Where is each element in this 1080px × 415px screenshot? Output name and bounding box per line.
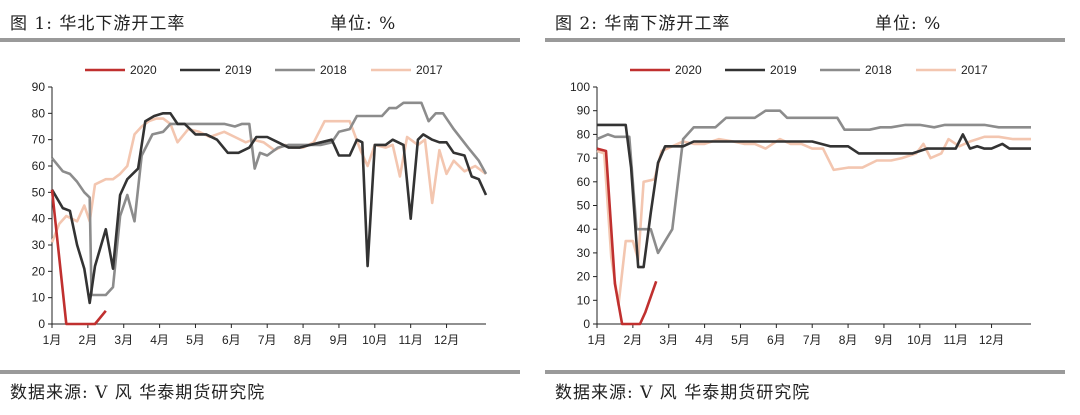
- y-tick-label: 30: [32, 238, 46, 252]
- x-tick-label: 8月: [839, 333, 858, 347]
- series-line-2018: [596, 109, 1031, 255]
- line-chart-north: 0 10 20 30 40 50 60 70 80 90 1月 2月 3月 4月 5月 6月 7月 8月 9月 10月…: [32, 63, 488, 347]
- legend-label-2018: 2018: [865, 63, 892, 77]
- series-line-2020: [50, 189, 107, 326]
- x-tick-label: 3月: [114, 333, 133, 347]
- y-tick-label: 80: [32, 106, 46, 120]
- y-tick-label: 100: [570, 80, 590, 94]
- x-tick-label: 7月: [258, 333, 277, 347]
- legend-label-2017: 2017: [961, 63, 988, 77]
- y-tick-label: 40: [32, 212, 46, 226]
- source-note: 数据来源: V 风 华泰期货研究院: [555, 383, 811, 403]
- chart-title-row: 图 2: 华南下游开工率 单位: %: [555, 9, 1065, 35]
- x-tick-label: 1月: [588, 333, 607, 347]
- x-tick-label: 10月: [907, 333, 932, 347]
- top-divider: [0, 38, 520, 42]
- top-divider: [545, 38, 1065, 42]
- unit-label: 单位: %: [330, 14, 397, 34]
- x-tick-label: 5月: [731, 333, 750, 347]
- unit-label: 单位: %: [875, 14, 942, 34]
- x-tick-label: 1月: [43, 333, 62, 347]
- y-tick-label: 70: [577, 151, 591, 165]
- x-tick-label: 7月: [803, 333, 822, 347]
- x-tick-label: 10月: [362, 333, 387, 347]
- series-line-2019: [597, 123, 1031, 269]
- bottom-divider: [545, 370, 1065, 374]
- x-tick-label: 11月: [398, 333, 422, 347]
- y-tick-label: 70: [32, 133, 46, 147]
- y-tick-label: 20: [577, 270, 591, 284]
- x-tick-label: 5月: [186, 333, 205, 347]
- y-tick-label: 40: [577, 222, 591, 236]
- y-tick-label: 10: [32, 291, 46, 305]
- y-tick-label: 0: [38, 317, 45, 331]
- y-tick-label: 90: [32, 80, 46, 94]
- series-line-2020: [596, 147, 658, 326]
- chart-panel-south: 图 2: 华南下游开工率 单位: % 0 10 20 30 40 50 60 70 80 90 10…: [545, 0, 1065, 415]
- chart-title: 图 2: 华南下游开工率: [555, 14, 731, 34]
- x-tick-label: 8月: [294, 333, 313, 347]
- x-tick-label: 9月: [330, 333, 349, 347]
- legend-label-2019: 2019: [770, 63, 797, 77]
- y-tick-label: 60: [32, 159, 46, 173]
- x-tick-label: 6月: [222, 333, 241, 347]
- bottom-divider: [0, 370, 520, 374]
- series-line-2018: [50, 101, 488, 297]
- legend-label-2017: 2017: [416, 63, 443, 77]
- y-tick-label: 80: [577, 127, 591, 141]
- legend-label-2019: 2019: [225, 63, 252, 77]
- line-chart-south: 0 10 20 30 40 50 60 70 80 90 100 1月 2月 3月 4月 5月 6月 7月 8月 9月…: [570, 63, 1031, 347]
- x-tick-label: 3月: [659, 333, 678, 347]
- x-tick-label: 4月: [150, 333, 169, 347]
- source-note: 数据来源: V 风 华泰期货研究院: [10, 383, 266, 403]
- y-tick-label: 20: [32, 264, 46, 278]
- x-tick-label: 2月: [79, 333, 98, 347]
- x-tick-label: 12月: [434, 333, 459, 347]
- x-tick-label: 11月: [943, 333, 967, 347]
- series-line-2017: [596, 135, 1031, 307]
- chart-panel-north: 图 1: 华北下游开工率 单位: % 0 10 20 30 40 50 60 70 80 90 1月…: [0, 0, 520, 415]
- y-tick-label: 50: [32, 185, 46, 199]
- y-tick-label: 0: [583, 317, 590, 331]
- y-tick-label: 50: [577, 199, 591, 213]
- y-tick-label: 10: [577, 293, 591, 307]
- legend-label-2020: 2020: [675, 63, 702, 77]
- chart-title: 图 1: 华北下游开工率: [10, 14, 186, 34]
- chart-title-row: 图 1: 华北下游开工率 单位: %: [10, 9, 520, 35]
- x-tick-label: 9月: [875, 333, 894, 347]
- y-tick-label: 90: [577, 104, 591, 118]
- x-tick-label: 6月: [767, 333, 786, 347]
- x-tick-label: 4月: [695, 333, 714, 347]
- x-tick-label: 2月: [624, 333, 643, 347]
- series-line-2017: [50, 117, 487, 243]
- y-tick-label: 60: [577, 175, 591, 189]
- x-tick-label: 12月: [979, 333, 1004, 347]
- series-line-2019: [50, 112, 488, 305]
- legend-label-2018: 2018: [320, 63, 347, 77]
- legend-label-2020: 2020: [130, 63, 157, 77]
- y-tick-label: 30: [577, 246, 591, 260]
